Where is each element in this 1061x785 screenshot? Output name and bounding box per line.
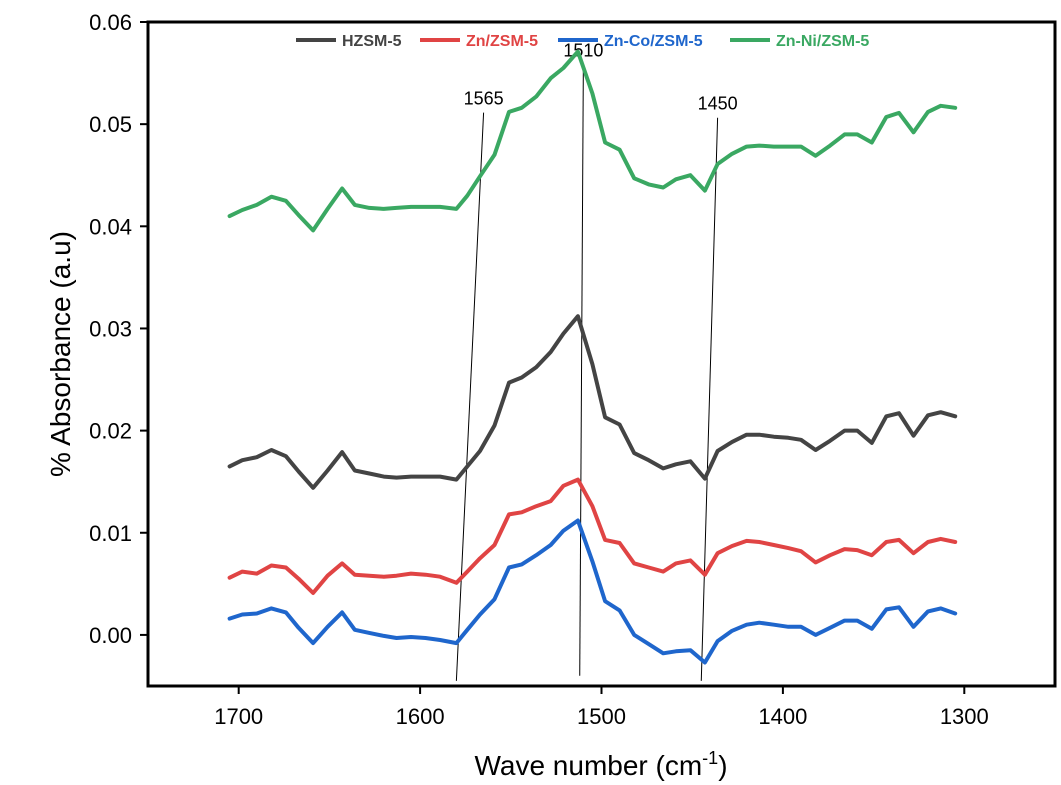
y-tick-label: 0.03 — [89, 316, 132, 341]
legend-label: Zn-Co/ZSM-5 — [604, 33, 703, 50]
x-tick-label: 1500 — [577, 704, 626, 729]
x-axis-ticks: 1700 1600 1500 1400 1300 — [214, 686, 989, 729]
y-tick-label: 0.00 — [89, 623, 132, 648]
x-tick-label: 1600 — [396, 704, 445, 729]
x-axis-title-superscript: -1 — [702, 748, 718, 768]
x-tick-label: 1400 — [758, 704, 807, 729]
y-tick-label: 0.01 — [89, 521, 132, 546]
series-line-zn-co-zsm-5 — [227, 518, 958, 665]
y-axis-ticks: 0.00 0.01 0.02 0.03 0.04 0.05 0.06 — [89, 10, 148, 648]
series-line-hzsm-5 — [227, 314, 958, 490]
legend: HZSM-5 Zn/ZSM-5 Zn-Co/ZSM-5 Zn-Ni/ZSM-5 — [296, 33, 869, 50]
legend-label: HZSM-5 — [342, 33, 402, 50]
y-tick-label: 0.05 — [89, 112, 132, 137]
series-line-zn-ni-zsm-5 — [227, 49, 958, 233]
x-tick-label: 1700 — [214, 704, 263, 729]
annotation-line — [455, 112, 485, 681]
series-layer — [227, 49, 958, 665]
legend-label: Zn/ZSM-5 — [466, 33, 538, 50]
y-tick-label: 0.06 — [89, 10, 132, 35]
annotation-label: 1510 — [563, 41, 603, 61]
annotation-label: 1450 — [698, 94, 738, 114]
annotation-line — [700, 117, 719, 681]
legend-label: Zn-Ni/ZSM-5 — [776, 33, 869, 50]
y-tick-label: 0.04 — [89, 214, 132, 239]
y-tick-label: 0.02 — [89, 419, 132, 444]
annotation-label: 1565 — [464, 89, 504, 109]
y-axis-title: % Absorbance (a.u) — [45, 231, 76, 477]
series-line-zn-zsm-5 — [227, 477, 958, 595]
x-tick-label: 1300 — [940, 704, 989, 729]
x-axis-title: Wave number (cm-1) — [474, 748, 727, 781]
annotation-line — [579, 64, 584, 676]
